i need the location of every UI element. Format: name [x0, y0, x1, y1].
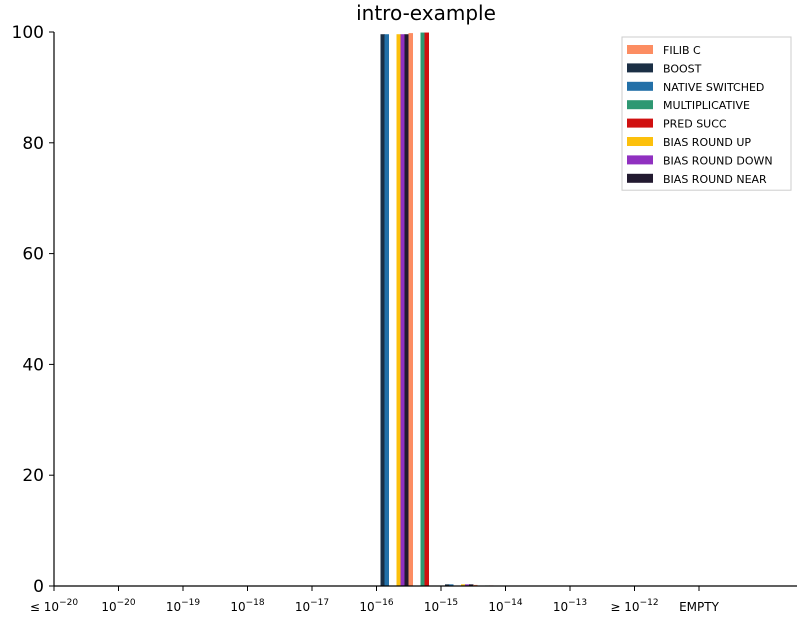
bar: [465, 584, 470, 586]
bar: [424, 32, 429, 587]
x-tick-label: 10−20: [101, 598, 136, 614]
bar: [384, 34, 389, 587]
legend-swatch: [627, 137, 653, 146]
x-tick-label: 10−14: [488, 598, 523, 614]
legend-label: MULTIPLICATIVE: [663, 99, 750, 112]
legend-label: NATIVE SWITCHED: [663, 81, 764, 94]
legend-swatch: [627, 118, 653, 128]
bar: [404, 34, 409, 587]
x-tick-label: ≥ 10−12: [610, 598, 658, 614]
bar: [400, 34, 405, 587]
bar: [449, 584, 454, 586]
bar: [396, 34, 401, 587]
y-tick-label: 40: [22, 355, 44, 375]
legend-swatch: [627, 45, 653, 54]
legend-label: FILIB C: [663, 44, 701, 57]
x-axis: ≤ 10−20 10−20 10−19 10−18 10−17 10−16 10−15 10−…: [30, 585, 797, 614]
x-tick-label: 10−15: [424, 598, 458, 614]
legend-box: [621, 36, 792, 191]
bar: [408, 33, 413, 587]
chart-title: intro-example: [356, 1, 496, 25]
bar: [420, 32, 425, 587]
bar: [461, 584, 466, 586]
legend-label: BIAS ROUND NEAR: [663, 173, 767, 186]
y-tick-label: 100: [12, 23, 44, 43]
bars-layer: [380, 32, 494, 587]
legend-label: PRED SUCC: [663, 118, 727, 131]
legend-label: BIAS ROUND DOWN: [663, 154, 773, 167]
x-tick-label: 10−18: [230, 598, 265, 614]
bar: [469, 584, 474, 586]
bar: [380, 34, 385, 587]
legend-label: BOOST: [663, 62, 702, 75]
y-tick-label: 60: [22, 245, 44, 265]
legend-swatch: [627, 100, 653, 110]
x-tick-label: 10−13: [553, 598, 587, 614]
legend-swatch: [627, 63, 653, 73]
y-tick-label: 0: [33, 577, 44, 597]
x-tick-label: 10−17: [295, 598, 329, 614]
y-axis: 0 20 40 60 80 100: [12, 23, 55, 597]
legend: FILIB C BOOST NATIVE SWITCHED MULTIPLICATIV…: [621, 36, 792, 191]
legend-swatch: [627, 173, 653, 183]
x-tick-label: EMPTY: [679, 600, 720, 614]
y-tick-label: 20: [22, 466, 44, 486]
x-tick-label: 10−16: [359, 598, 394, 614]
legend-swatch: [627, 155, 653, 165]
bar: [445, 584, 450, 586]
x-tick-label: ≤ 10−20: [30, 598, 78, 614]
y-tick-label: 80: [22, 134, 44, 154]
legend-swatch: [627, 81, 653, 91]
legend-label: BIAS ROUND UP: [663, 136, 751, 149]
x-tick-label: 10−19: [166, 598, 201, 614]
